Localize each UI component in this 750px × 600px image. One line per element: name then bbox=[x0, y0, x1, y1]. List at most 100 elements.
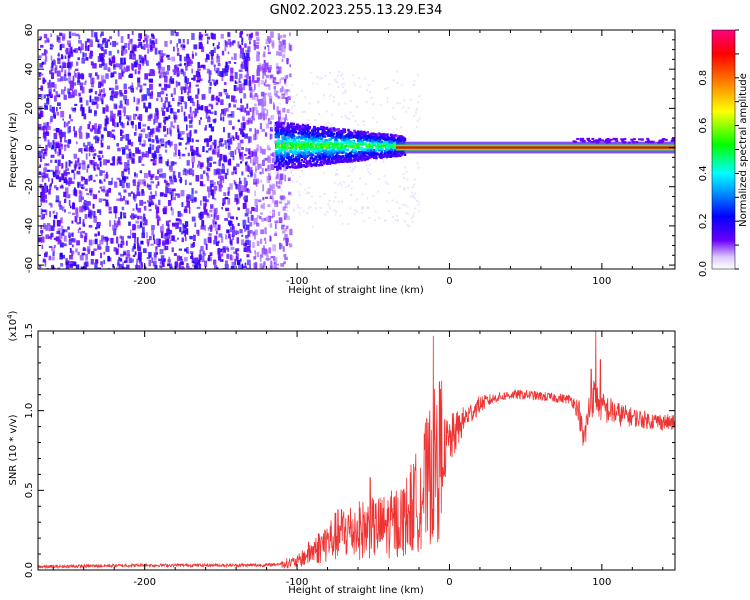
noise-cell bbox=[277, 185, 281, 189]
noise-cell bbox=[183, 56, 187, 62]
band-cell bbox=[297, 160, 301, 163]
band-cell bbox=[301, 128, 305, 132]
noise-cell bbox=[194, 108, 199, 114]
noise-cell bbox=[224, 40, 227, 43]
noise-cell bbox=[49, 210, 51, 218]
band-cell bbox=[289, 146, 293, 150]
noise-cell bbox=[131, 64, 134, 71]
noise-cell bbox=[94, 135, 98, 140]
noise-cell bbox=[120, 57, 123, 65]
noise-cell bbox=[158, 153, 162, 157]
band-cell bbox=[305, 132, 309, 135]
noise-cell bbox=[398, 102, 401, 105]
band-cell bbox=[323, 144, 326, 148]
noise-cell bbox=[155, 38, 158, 45]
noise-cell bbox=[116, 220, 121, 226]
noise-cell bbox=[141, 94, 144, 102]
band-cell bbox=[347, 158, 351, 162]
noise-cell bbox=[197, 61, 200, 69]
noise-cell bbox=[279, 35, 283, 39]
noise-cell bbox=[159, 72, 163, 78]
noise-cell bbox=[119, 197, 124, 202]
band-cell bbox=[374, 142, 377, 145]
noise-cell bbox=[264, 84, 269, 87]
noise-cell bbox=[214, 118, 217, 122]
noise-cell bbox=[67, 194, 71, 199]
noise-cell bbox=[255, 31, 259, 36]
noise-cell bbox=[217, 62, 221, 67]
band-cell bbox=[382, 155, 385, 159]
noise-cell bbox=[173, 178, 177, 183]
noise-cell bbox=[42, 258, 46, 263]
noise-cell bbox=[329, 94, 332, 97]
noise-cell bbox=[261, 128, 265, 132]
noise-cell bbox=[167, 263, 170, 267]
noise-cell bbox=[50, 233, 53, 240]
noise-cell bbox=[313, 119, 316, 122]
noise-cell bbox=[141, 179, 146, 185]
noise-cell bbox=[266, 35, 270, 42]
band-cell bbox=[374, 155, 378, 158]
noise-cell bbox=[224, 47, 227, 52]
noise-cell bbox=[138, 245, 142, 248]
band-cell bbox=[325, 144, 329, 148]
noise-cell bbox=[396, 81, 399, 84]
noise-cell bbox=[63, 170, 66, 176]
noise-cell bbox=[405, 212, 408, 215]
band-cell bbox=[312, 158, 315, 161]
noise-cell bbox=[131, 44, 136, 51]
band-cell bbox=[280, 145, 284, 149]
noise-cell bbox=[213, 185, 218, 191]
noise-cell bbox=[248, 76, 251, 81]
noise-cell bbox=[223, 192, 227, 197]
noise-cell bbox=[392, 131, 395, 134]
noise-cell bbox=[79, 216, 82, 224]
noise-cell bbox=[266, 216, 270, 222]
noise-cell bbox=[107, 255, 110, 262]
band-cell bbox=[281, 127, 284, 130]
noise-cell bbox=[122, 266, 125, 269]
band-cell bbox=[286, 124, 290, 127]
noise-cell bbox=[180, 259, 184, 266]
noise-cell bbox=[187, 267, 191, 269]
noise-cell bbox=[41, 236, 45, 243]
noise-cell bbox=[354, 209, 357, 212]
noise-cell bbox=[40, 127, 44, 131]
spectrogram-frame bbox=[37, 29, 676, 270]
noise-cell bbox=[224, 264, 229, 269]
noise-cell bbox=[155, 146, 160, 154]
noise-cell bbox=[216, 146, 220, 149]
band-cell bbox=[283, 142, 286, 145]
band-cell bbox=[340, 135, 344, 138]
carrier-speckle bbox=[640, 138, 644, 141]
carrier-speckle bbox=[598, 137, 602, 140]
noise-cell bbox=[105, 190, 109, 197]
spectrogram-x-tick-label: 100 bbox=[592, 276, 611, 287]
noise-cell bbox=[95, 138, 99, 144]
band-cell bbox=[301, 164, 304, 167]
noise-cell bbox=[75, 61, 79, 66]
noise-cell bbox=[280, 189, 283, 192]
noise-cell bbox=[162, 138, 165, 144]
band-cell bbox=[373, 133, 377, 136]
noise-cell bbox=[74, 130, 77, 138]
noise-cell bbox=[66, 40, 71, 46]
noise-cell bbox=[95, 174, 98, 177]
noise-cell bbox=[412, 215, 415, 218]
band-cell bbox=[327, 156, 331, 159]
noise-cell bbox=[392, 79, 395, 82]
noise-cell bbox=[385, 157, 388, 160]
noise-cell bbox=[92, 149, 96, 152]
noise-cell bbox=[224, 110, 227, 114]
noise-cell bbox=[199, 43, 203, 49]
noise-cell bbox=[221, 50, 225, 56]
noise-cell bbox=[283, 88, 286, 91]
noise-cell bbox=[186, 246, 189, 253]
noise-cell bbox=[268, 120, 271, 123]
noise-cell bbox=[301, 169, 304, 172]
noise-cell bbox=[246, 188, 249, 192]
noise-cell bbox=[204, 33, 209, 36]
band-cell bbox=[296, 136, 299, 139]
band-cell bbox=[293, 138, 296, 141]
noise-cell bbox=[170, 30, 175, 36]
